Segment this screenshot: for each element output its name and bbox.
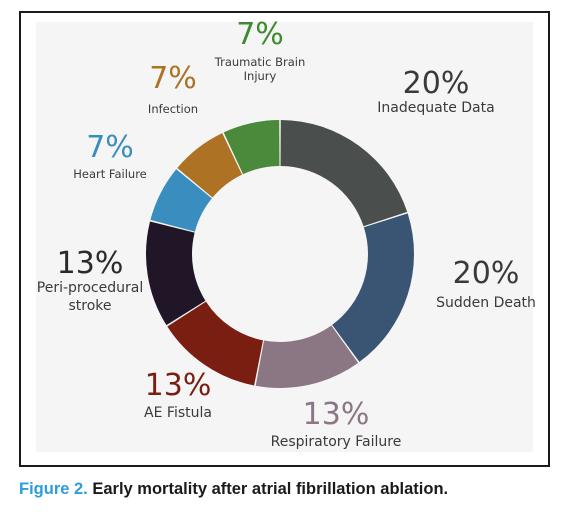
category-label-inadequate-data: Inadequate Data xyxy=(377,100,494,116)
slice-inadequate-data xyxy=(280,120,408,227)
slice-traumatic-brain-injury xyxy=(223,120,280,175)
value-label-peri-procedural-stroke: 13% xyxy=(57,246,124,281)
value-label-heart-failure: 7% xyxy=(86,130,134,165)
figure-label: Figure 2. xyxy=(19,480,88,498)
category-label-ae-fistula: AE Fistula xyxy=(144,405,212,421)
slice-respiratory-failure xyxy=(255,325,359,388)
value-label-ae-fistula: 13% xyxy=(145,368,212,403)
category-label-peri-procedural-stroke: Peri-procedural stroke xyxy=(37,280,143,314)
caption-text: Early mortality after atrial fibrillatio… xyxy=(92,480,449,498)
category-label-heart-failure: Heart Failure xyxy=(73,167,147,181)
category-label-sudden-death: Sudden Death xyxy=(436,295,536,311)
value-label-inadequate-data: 20% xyxy=(403,66,470,101)
slice-heart-failure xyxy=(150,169,212,232)
value-label-sudden-death: 20% xyxy=(453,256,520,291)
donut-slices xyxy=(145,120,414,388)
value-label-traumatic-brain-injury: 7% xyxy=(236,17,284,52)
slice-sudden-death xyxy=(332,213,414,362)
value-label-respiratory-failure: 13% xyxy=(303,397,370,432)
slice-ae-fistula xyxy=(167,301,263,386)
slice-peri-procedural-stroke xyxy=(145,221,206,326)
category-label-infection: Infection xyxy=(148,102,198,116)
slice-infection xyxy=(177,133,243,198)
category-label-respiratory-failure: Respiratory Failure xyxy=(271,434,402,450)
category-label-traumatic-brain-injury: Traumatic Brain Injury xyxy=(214,55,305,83)
value-label-infection: 7% xyxy=(149,61,197,96)
figure-caption: Figure 2. Early mortality after atrial f… xyxy=(19,480,448,499)
